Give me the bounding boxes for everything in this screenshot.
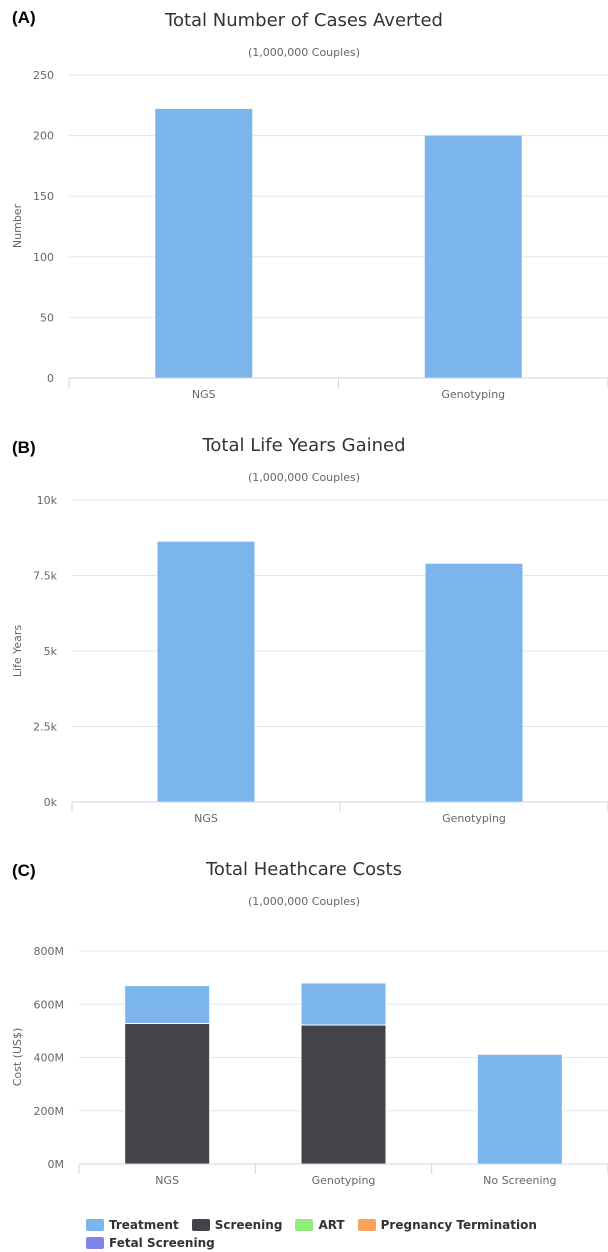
y-axis-label: Cost (US$) (11, 1028, 24, 1087)
bar-treatment (300, 982, 387, 1026)
legend-item-screening[interactable]: Screening (191, 1216, 283, 1234)
chart-title-a: Total Number of Cases Averted (165, 10, 443, 31)
y-tick-label: 200 (33, 130, 54, 143)
panel-label-b: (B) (12, 438, 36, 457)
legend-item-treatment[interactable]: Treatment (86, 1216, 179, 1234)
y-tick-label: 0 (47, 372, 54, 385)
legend-swatch (357, 1219, 376, 1231)
legend-item-art[interactable]: ART (295, 1216, 345, 1234)
y-tick-label: 10k (37, 494, 58, 507)
chart-title-c: Total Heathcare Costs (206, 859, 402, 880)
chart-subtitle-b: (1,000,000 Couples) (248, 471, 360, 484)
y-tick-label: 0M (48, 1158, 65, 1171)
y-tick-label: 150 (33, 190, 54, 203)
y-axis-label: Life Years (11, 625, 24, 678)
legend-swatch (191, 1219, 210, 1231)
legend-label: Screening (214, 1218, 283, 1232)
y-tick-label: 400M (34, 1052, 65, 1065)
legend-label: Treatment (109, 1218, 179, 1232)
y-tick-label: 7.5k (33, 570, 57, 583)
x-tick-label: Genotyping (442, 812, 506, 825)
bar-treatment (476, 1053, 563, 1165)
chart-title-b: Total Life Years Gained (202, 435, 406, 456)
legend-swatch (295, 1219, 314, 1231)
bar (424, 135, 522, 378)
x-tick-label: NGS (192, 388, 216, 401)
y-tick-label: 600M (34, 998, 65, 1011)
bar (425, 563, 523, 802)
chart-legend: Treatment Screening ART Pregnancy Terminati… (86, 1216, 586, 1252)
legend-swatch (86, 1219, 104, 1231)
bar-treatment (124, 985, 211, 1024)
x-tick-label: Genotyping (441, 388, 505, 401)
y-axis-label: Number (11, 203, 24, 248)
y-tick-label: 250 (33, 69, 54, 82)
legend-swatch (86, 1237, 104, 1249)
x-tick-label: NGS (155, 1174, 179, 1187)
legend-item-pregnancy-termination[interactable]: Pregnancy Termination (357, 1216, 537, 1234)
y-tick-label: 2.5k (33, 721, 57, 734)
legend-label: ART (318, 1218, 345, 1232)
bar (155, 108, 253, 378)
x-tick-label: Genotyping (312, 1174, 376, 1187)
bar (157, 541, 255, 802)
y-tick-label: 50 (40, 311, 54, 324)
x-tick-label: No Screening (483, 1174, 556, 1187)
legend-item-fetal-screening[interactable]: Fetal Screening (86, 1234, 215, 1252)
y-tick-label: 0k (44, 796, 58, 809)
x-tick-label: NGS (194, 812, 218, 825)
legend-label: Pregnancy Termination (380, 1218, 537, 1232)
y-tick-label: 100 (33, 251, 54, 264)
panel-label-c: (C) (12, 861, 36, 880)
panel-label-a: (A) (12, 8, 36, 27)
bar-screening (300, 1024, 387, 1165)
chart-subtitle-c: (1,000,000 Couples) (248, 895, 360, 908)
y-tick-label: 200M (34, 1105, 65, 1118)
chart-subtitle-a: (1,000,000 Couples) (248, 46, 360, 59)
y-tick-label: 5k (44, 645, 58, 658)
y-tick-label: 800M (34, 945, 65, 958)
legend-label: Fetal Screening (109, 1236, 215, 1250)
bar-screening (124, 1022, 211, 1165)
